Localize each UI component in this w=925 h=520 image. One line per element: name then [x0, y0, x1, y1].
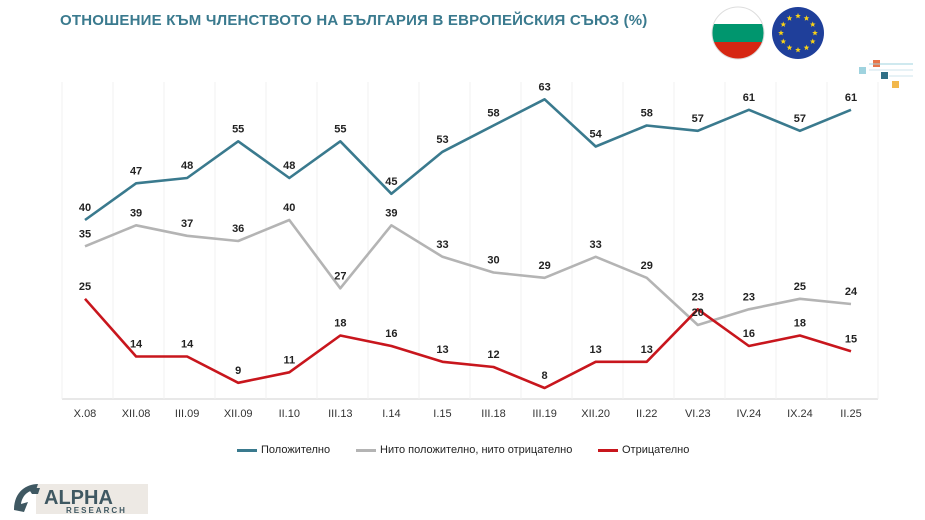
data-label-positive: 48 — [283, 160, 295, 172]
data-label-neutral: 25 — [794, 281, 806, 293]
x-tick-label: XII.20 — [581, 408, 610, 420]
decorative-squares-icon — [859, 60, 913, 88]
x-tick-label: II.10 — [279, 408, 300, 420]
eu-star-icon — [786, 44, 793, 51]
data-label-neutral: 39 — [385, 207, 397, 219]
data-label-positive: 57 — [794, 113, 806, 125]
eu-star-icon — [809, 38, 816, 44]
eu-star-icon — [795, 13, 801, 19]
data-label-negative: 18 — [794, 318, 806, 330]
series-line-positive — [84, 98, 852, 222]
data-label-positive: 55 — [232, 123, 244, 135]
x-tick-label: XII.09 — [224, 408, 253, 420]
data-label-positive: 57 — [692, 113, 704, 125]
data-label-neutral: 33 — [436, 239, 448, 251]
series-line-negative — [84, 297, 852, 390]
data-label-positive: 61 — [743, 92, 755, 104]
data-label-positive: 54 — [590, 129, 603, 141]
chart-legend: Положително Нито положително, нито отриц… — [0, 444, 925, 460]
data-label-neutral: 20 — [692, 307, 704, 319]
data-label-negative: 11 — [283, 354, 295, 366]
eu-star-icon — [780, 21, 787, 27]
data-label-neutral: 33 — [590, 239, 602, 251]
data-label-negative: 14 — [181, 339, 194, 351]
bulgaria-flag-icon — [711, 6, 765, 60]
legend-item-positive: Положително — [237, 444, 330, 456]
data-label-negative: 9 — [235, 365, 241, 377]
data-label-neutral: 37 — [181, 218, 193, 230]
data-label-negative: 14 — [130, 339, 143, 351]
chart-title: ОТНОШЕНИЕ КЪМ ЧЛЕНСТВОТО НА БЪЛГАРИЯ В Е… — [60, 12, 648, 29]
eu-flag-icon — [772, 7, 824, 59]
data-label-negative: 18 — [334, 318, 346, 330]
data-label-negative: 25 — [79, 281, 91, 293]
legend-swatch — [356, 448, 376, 452]
data-label-neutral: 29 — [641, 260, 653, 272]
eu-star-icon — [780, 38, 787, 44]
series-line-neutral — [84, 218, 852, 327]
x-tick-label: I.15 — [433, 408, 451, 420]
eu-star-icon — [795, 47, 801, 53]
data-label-positive: 47 — [130, 165, 142, 177]
data-label-neutral: 35 — [79, 228, 91, 240]
eu-star-icon — [803, 44, 810, 51]
data-label-positive: 53 — [436, 134, 448, 146]
data-label-neutral: 36 — [232, 223, 244, 235]
legend-item-negative: Отрицателно — [598, 444, 689, 456]
alpha-research-logo: ALPHA RESEARCH — [14, 484, 148, 515]
data-label-neutral: 39 — [130, 207, 142, 219]
x-tick-label: IV.24 — [737, 408, 762, 420]
x-tick-label: X.08 — [74, 408, 97, 420]
data-label-positive: 45 — [385, 176, 397, 188]
data-label-positive: 40 — [79, 202, 91, 214]
legend-label: Отрицателно — [622, 444, 690, 456]
data-label-negative: 13 — [590, 344, 602, 356]
legend-label: Положително — [261, 444, 331, 456]
x-tick-label: XII.08 — [122, 408, 151, 420]
eu-star-icon — [786, 15, 793, 21]
data-label-neutral: 30 — [487, 255, 499, 267]
data-label-negative: 12 — [487, 349, 499, 361]
x-tick-label: III.18 — [481, 408, 505, 420]
data-label-neutral: 24 — [845, 286, 858, 298]
x-tick-label: II.25 — [840, 408, 861, 420]
x-tick-label: III.13 — [328, 408, 352, 420]
eu-star-icon — [812, 30, 818, 36]
data-label-neutral: 29 — [538, 260, 550, 272]
eu-star-icon — [809, 21, 816, 27]
x-tick-label: I.14 — [382, 408, 400, 420]
data-label-negative: 16 — [385, 328, 397, 340]
logo-text: ALPHA — [44, 487, 113, 509]
data-label-positive: 48 — [181, 160, 193, 172]
data-label-negative: 8 — [542, 370, 548, 382]
x-tick-label: III.09 — [175, 408, 199, 420]
x-tick-label: IX.24 — [787, 408, 813, 420]
data-label-negative: 13 — [436, 344, 448, 356]
legend-swatch — [237, 448, 257, 452]
data-label-neutral: 27 — [334, 270, 346, 282]
data-label-negative: 23 — [692, 291, 704, 303]
data-label-positive: 58 — [641, 108, 653, 120]
eu-star-icon — [778, 30, 784, 36]
logo-subtext: RESEARCH — [66, 506, 127, 515]
x-tick-label: II.22 — [636, 408, 657, 420]
data-label-neutral: 23 — [743, 291, 755, 303]
data-label-negative: 13 — [641, 344, 653, 356]
data-label-positive: 58 — [487, 108, 499, 120]
legend-item-neutral: Нито положително, нито отрицателно — [356, 444, 572, 456]
x-tick-label: III.19 — [532, 408, 556, 420]
data-label-neutral: 40 — [283, 202, 295, 214]
data-label-positive: 55 — [334, 123, 346, 135]
x-tick-label: VI.23 — [685, 408, 711, 420]
data-label-positive: 63 — [538, 81, 550, 93]
data-label-negative: 15 — [845, 333, 857, 345]
legend-label: Нито положително, нито отрицателно — [380, 444, 573, 456]
data-label-positive: 61 — [845, 92, 857, 104]
data-label-negative: 16 — [743, 328, 755, 340]
eu-star-icon — [803, 15, 810, 21]
legend-swatch — [598, 448, 618, 452]
